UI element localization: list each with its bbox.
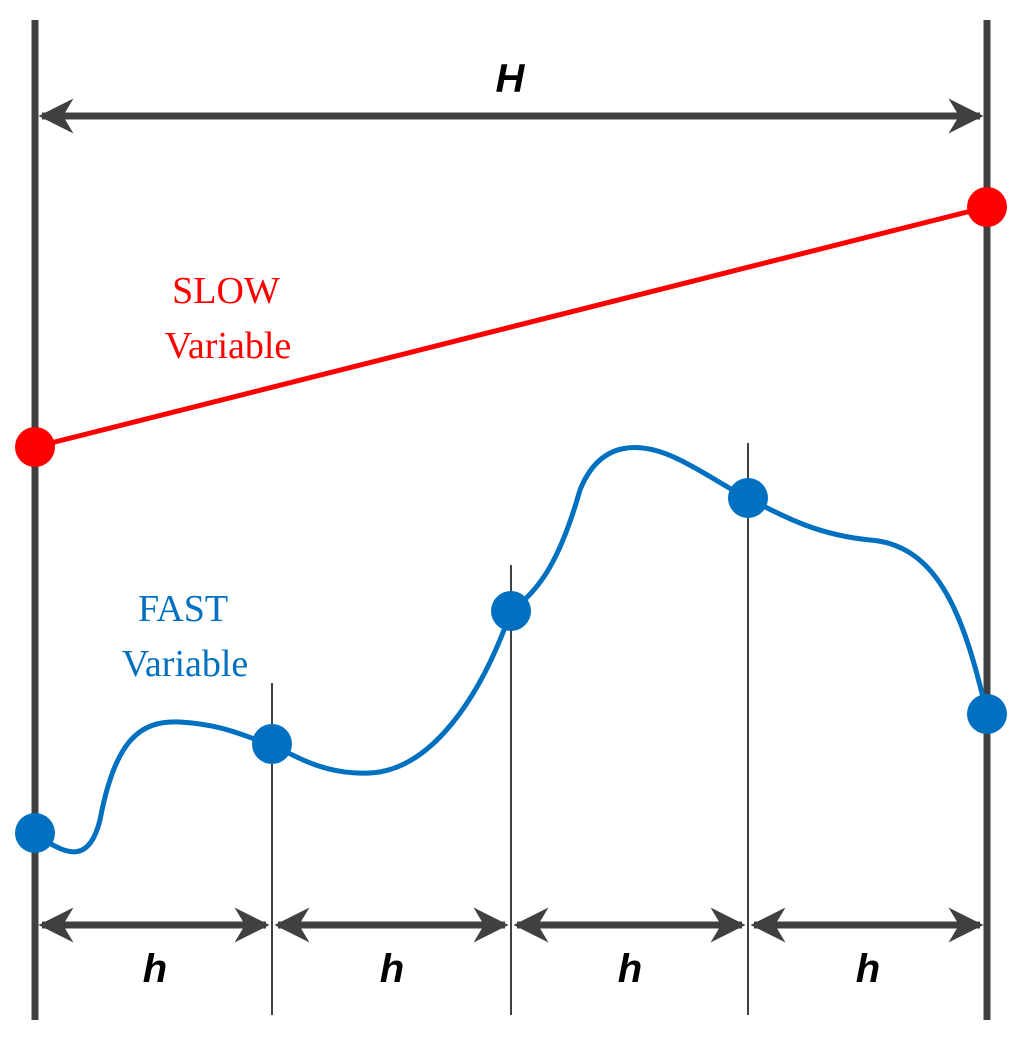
step-label: h <box>143 947 167 991</box>
fast-label: Variable <box>122 643 249 685</box>
slow-line <box>34 204 988 450</box>
slow-label: SLOW <box>172 270 280 312</box>
step-label: h <box>856 947 880 991</box>
step-label: h <box>380 947 404 991</box>
step-label: h <box>618 947 642 991</box>
fast-point <box>15 813 55 853</box>
fast-label: FAST <box>138 588 228 630</box>
fast-point <box>252 724 292 764</box>
slow-point <box>15 427 55 467</box>
slow-point <box>967 187 1007 227</box>
horizon-label: H <box>496 57 526 101</box>
slow-label: Variable <box>165 325 292 367</box>
fast-point <box>728 478 768 518</box>
fast-point <box>491 591 531 631</box>
fast-point <box>967 694 1007 734</box>
